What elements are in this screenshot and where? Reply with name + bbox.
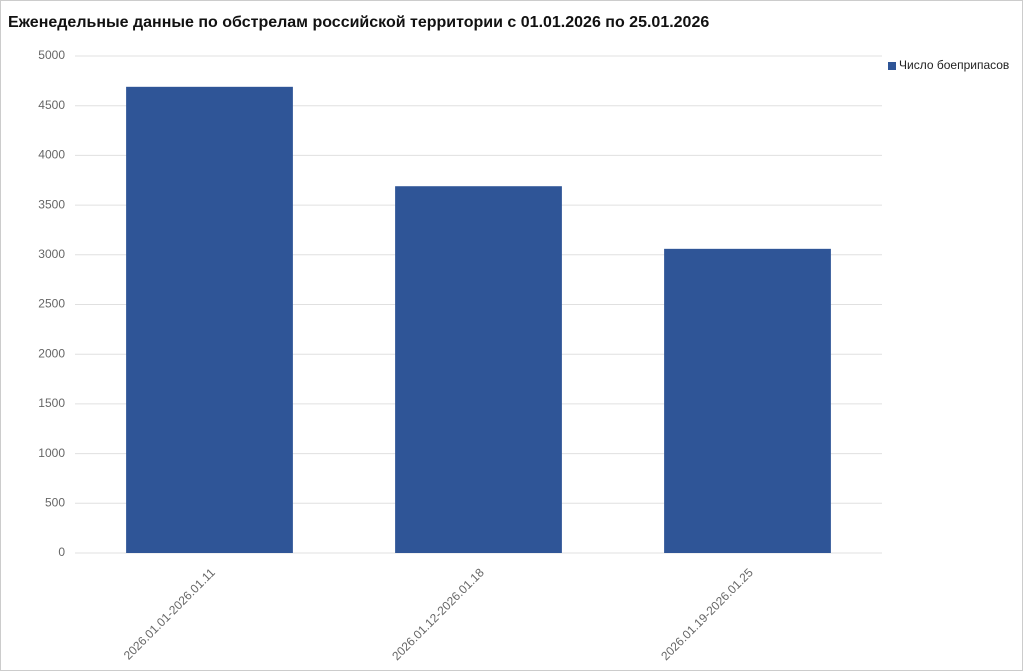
x-tick-label: 2026.01.12-2026.01.18	[389, 565, 487, 663]
y-tick-label: 2000	[38, 346, 65, 360]
chart-title: Еженедельные данные по обстрелам российс…	[8, 14, 709, 31]
y-tick-label: 5000	[38, 48, 65, 62]
bar	[395, 186, 562, 554]
bar	[664, 248, 831, 553]
y-tick-label: 3500	[38, 197, 65, 211]
y-tick-label: 2500	[38, 297, 65, 311]
y-tick-label: 3000	[38, 247, 65, 261]
legend-swatch	[888, 62, 896, 70]
x-tick-label: 2026.01.01-2026.01.11	[121, 565, 218, 662]
y-tick-label: 500	[45, 495, 65, 509]
y-tick-label: 0	[58, 545, 65, 559]
y-tick-label: 1500	[38, 396, 65, 410]
x-tick-label: 2026.01.19-2026.01.25	[658, 565, 756, 663]
y-tick-label: 4500	[38, 98, 65, 112]
y-tick-label: 4000	[38, 148, 65, 162]
bar	[126, 86, 293, 554]
legend-label: Число боеприпасов	[899, 58, 1009, 72]
y-tick-label: 1000	[38, 446, 65, 460]
